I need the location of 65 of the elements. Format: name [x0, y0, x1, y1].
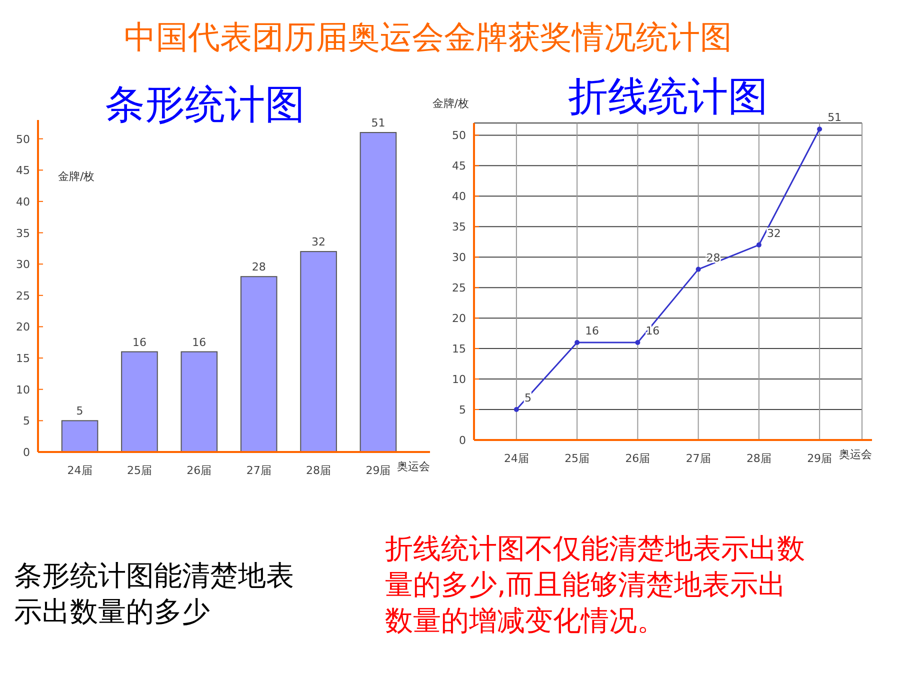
y-tick-label: 5 — [23, 414, 30, 428]
bar — [61, 420, 98, 452]
bar — [180, 351, 218, 452]
text: 条形统计图能清楚地表示出数量的多少 — [14, 559, 294, 628]
y-tick-label: 50 — [16, 132, 30, 146]
x-tick-label: 26届 — [186, 464, 212, 477]
x-tick-label: 24届 — [504, 452, 529, 465]
bar — [240, 276, 278, 452]
x-tick-label: 25届 — [126, 464, 152, 477]
data-label: 32 — [766, 226, 781, 240]
data-label: 51 — [371, 116, 386, 130]
y-tick-label: 45 — [16, 164, 30, 178]
data-label: 16 — [132, 336, 146, 349]
chart-title: 中国代表团历届奥运会金牌获奖情况统计图 — [124, 18, 732, 56]
y-tick-label: 30 — [452, 251, 466, 264]
x-axis-title: 奥运会 — [397, 460, 430, 473]
x-axis-title: 奥运会 — [839, 448, 872, 461]
x-tick-label: 26届 — [625, 452, 650, 465]
point — [635, 340, 640, 345]
data-label: 32 — [312, 236, 326, 249]
data-label: 51 — [828, 111, 842, 124]
x-tick-label: 29届 — [366, 464, 391, 477]
chart-subtitle: 条形统计图 — [105, 82, 305, 128]
y-tick-label: 15 — [16, 352, 30, 366]
y-tick-label: 0 — [459, 434, 466, 447]
x-tick-label: 25届 — [564, 452, 590, 465]
point — [574, 340, 580, 345]
y-axis-title: 金牌/枚 — [432, 97, 469, 110]
y-tick-label: 20 — [16, 320, 30, 334]
point — [514, 407, 519, 412]
point — [696, 266, 701, 272]
y-tick-label: 10 — [452, 373, 466, 386]
bar — [360, 132, 397, 452]
x-tick-label: 29届 — [807, 452, 832, 465]
y-tick-label: 0 — [23, 446, 30, 459]
y-tick-label: 35 — [16, 226, 30, 240]
y-tick-label: 40 — [452, 190, 466, 204]
x-tick-label: 27届 — [246, 464, 272, 477]
data-label: 16 — [585, 324, 600, 338]
y-tick-label: 40 — [16, 195, 30, 208]
data-label: 16 — [646, 324, 660, 338]
point — [817, 126, 822, 132]
y-tick-label: 25 — [16, 289, 30, 302]
y-tick-label: 35 — [452, 220, 466, 234]
y-tick-label: 10 — [16, 383, 30, 396]
text: 折线统计图不仅能清楚地表示出数量的多少,而且能够清楚地表示出数量的增减变化情况。 — [385, 532, 805, 637]
x-tick-label: 27届 — [686, 452, 711, 465]
data-label: 5 — [76, 404, 84, 418]
chart-title: 折线统计图 — [568, 74, 768, 120]
data-label: 16 — [192, 336, 206, 349]
y-tick-label: 50 — [452, 129, 466, 142]
x-tick-label: 24届 — [67, 464, 92, 477]
y-tick-label: 5 — [459, 404, 466, 417]
bar — [121, 351, 158, 452]
x-tick-label: 28届 — [746, 452, 772, 465]
point — [756, 242, 762, 248]
data-label: 28 — [252, 260, 266, 274]
x-tick-label: 28届 — [306, 464, 332, 477]
y-tick-label: 15 — [452, 342, 466, 356]
bar — [300, 251, 337, 452]
y-tick-label: 45 — [452, 160, 466, 173]
y-tick-label: 25 — [452, 282, 466, 295]
y-tick-label: 20 — [452, 312, 466, 326]
y-tick-label: 30 — [16, 258, 30, 272]
y-axis-title: 金牌/枚 — [58, 170, 95, 183]
